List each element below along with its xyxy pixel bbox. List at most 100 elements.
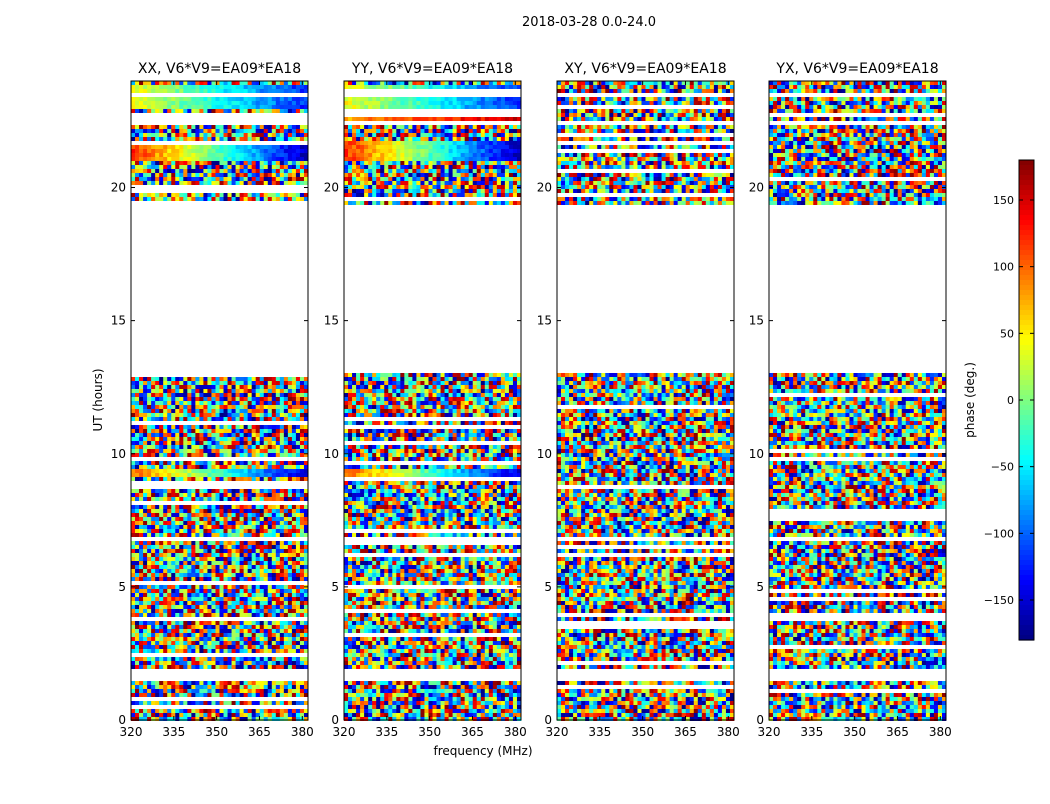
heatmap-cell [244, 161, 248, 165]
heatmap-cell [195, 425, 199, 429]
heatmap-cell [147, 169, 151, 173]
heatmap-cell [191, 453, 195, 457]
heatmap-cell [392, 137, 396, 141]
heatmap-cell [412, 165, 416, 169]
heatmap-cell [481, 141, 485, 145]
heatmap-cell [244, 393, 248, 397]
heatmap-cell [135, 605, 139, 609]
heatmap-cell [396, 133, 400, 137]
heatmap-cell [256, 585, 260, 589]
heatmap-cell [147, 409, 151, 413]
heatmap-cell [175, 689, 179, 693]
heatmap-cell [163, 561, 167, 565]
heatmap-cell [469, 125, 473, 129]
heatmap-cell [240, 665, 244, 669]
heatmap-cell [167, 569, 171, 573]
heatmap-cell [284, 385, 288, 389]
heatmap-cell [244, 693, 248, 697]
heatmap-cell [191, 509, 195, 513]
heatmap-cell [268, 409, 272, 413]
heatmap-cell [155, 505, 159, 509]
heatmap-cell [276, 713, 280, 717]
heatmap-cell [276, 181, 280, 185]
heatmap-cell [220, 465, 224, 469]
heatmap-cell [224, 685, 228, 689]
heatmap-cell [268, 89, 272, 93]
heatmap-cell [155, 85, 159, 89]
heatmap-cell [207, 177, 211, 181]
heatmap-cell [252, 637, 256, 641]
heatmap-cell [211, 165, 215, 169]
heatmap-cell [199, 541, 203, 545]
heatmap-cell [424, 149, 428, 153]
heatmap-cell [296, 109, 300, 113]
heatmap-cell [380, 97, 384, 101]
heatmap-cell [187, 433, 191, 437]
heatmap-cell [139, 505, 143, 509]
heatmap-cell [396, 125, 400, 129]
heatmap-cell [171, 489, 175, 493]
heatmap-cell [256, 593, 260, 597]
heatmap-cell [396, 137, 400, 141]
heatmap-cell [264, 129, 268, 133]
heatmap-cell [264, 429, 268, 433]
heatmap-cell [183, 97, 187, 101]
heatmap-cell [288, 713, 292, 717]
heatmap-cell [183, 713, 187, 717]
heatmap-cell [215, 153, 219, 157]
heatmap-cell [171, 149, 175, 153]
heatmap-cell [220, 89, 224, 93]
heatmap-cell [232, 393, 236, 397]
heatmap-cell [268, 177, 272, 181]
heatmap-cell [240, 101, 244, 105]
heatmap-cell [264, 649, 268, 653]
heatmap-cell [232, 637, 236, 641]
heatmap-cell [280, 585, 284, 589]
heatmap-cell [288, 105, 292, 109]
heatmap-cell [187, 165, 191, 169]
heatmap-cell [268, 689, 272, 693]
heatmap-cell [248, 473, 252, 477]
heatmap-cell [296, 133, 300, 137]
heatmap-cell [232, 425, 236, 429]
heatmap-cell [163, 437, 167, 441]
heatmap-cell [240, 557, 244, 561]
heatmap-cell [175, 561, 179, 565]
heatmap-cell [260, 177, 264, 181]
heatmap-cell [252, 401, 256, 405]
heatmap-cell [179, 589, 183, 593]
heatmap-cell [207, 377, 211, 381]
heatmap-cell [244, 157, 248, 161]
heatmap-cell [300, 589, 304, 593]
heatmap-cell [163, 713, 167, 717]
heatmap-cell [139, 161, 143, 165]
heatmap-cell [183, 497, 187, 501]
heatmap-cell [384, 141, 388, 145]
heatmap-cell [284, 601, 288, 605]
heatmap-cell [135, 517, 139, 521]
heatmap-cell [203, 649, 207, 653]
heatmap-cell [280, 513, 284, 517]
heatmap-cell [195, 157, 199, 161]
heatmap-cell [159, 453, 163, 457]
heatmap-cell [139, 497, 143, 501]
heatmap-cell [244, 449, 248, 453]
heatmap-cell [296, 505, 300, 509]
heatmap-cell [268, 509, 272, 513]
heatmap-cell [300, 549, 304, 553]
heatmap-cell [420, 125, 424, 129]
y-tick-label: 0 [118, 713, 126, 727]
heatmap-cell [139, 689, 143, 693]
heatmap-cell [268, 505, 272, 509]
heatmap-cell [292, 417, 296, 421]
heatmap-cell [143, 605, 147, 609]
heatmap-cell [167, 473, 171, 477]
heatmap-cell [260, 545, 264, 549]
heatmap-cell [256, 449, 260, 453]
heatmap-cell [296, 409, 300, 413]
heatmap-cell [155, 649, 159, 653]
heatmap-cell [224, 137, 228, 141]
heatmap-cell [179, 169, 183, 173]
heatmap-cell [477, 161, 481, 165]
heatmap-cell [175, 137, 179, 141]
